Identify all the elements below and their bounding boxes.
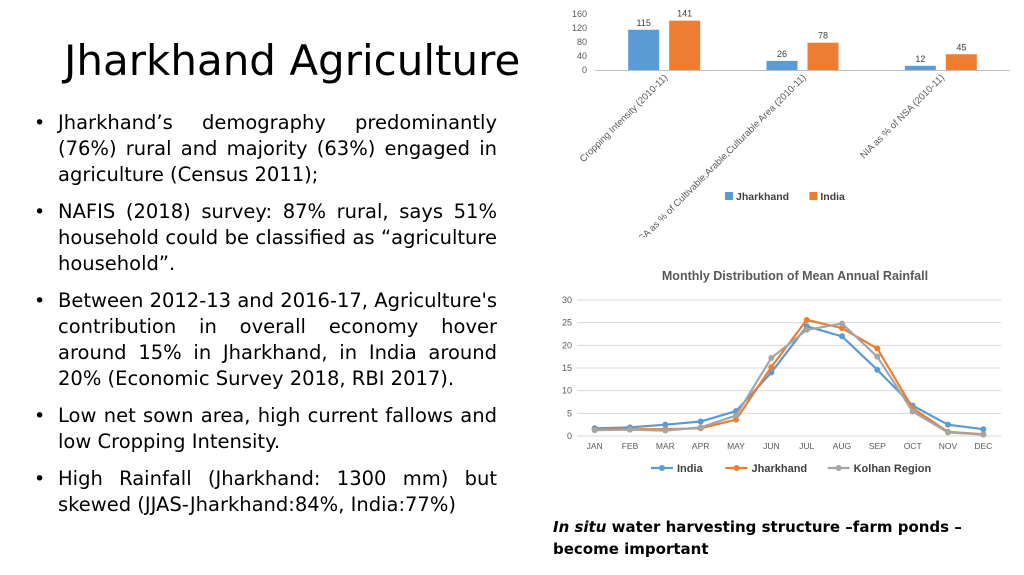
bullet-dot-icon: •	[34, 112, 46, 134]
x-tick-label: FEB	[622, 441, 639, 451]
data-label: 26	[777, 49, 787, 59]
legend-marker	[835, 465, 842, 471]
data-point	[627, 426, 633, 433]
data-label: 78	[818, 31, 828, 41]
data-point	[874, 345, 881, 352]
category-label: NSA as % of Cultivable,Arable,Culturable…	[632, 72, 809, 237]
bullet-item: • NAFIS (2018) survey: 87% rural, says 51…	[34, 199, 497, 277]
data-point	[803, 326, 810, 333]
bar-chart: 0 40 80 120 160 115 141 Cropping Intensity (201…	[572, 9, 1010, 237]
data-label: 45	[956, 42, 966, 52]
y-tick-label: 15	[562, 363, 572, 373]
y-tick-label: 10	[562, 386, 572, 396]
bullet-text: Jharkhand’s demography predominantly (76…	[58, 111, 497, 186]
data-label: 12	[915, 54, 925, 64]
y-tick-label: 80	[577, 37, 587, 47]
y-tick-label: 0	[567, 431, 572, 441]
data-point	[874, 353, 881, 360]
bar	[807, 42, 839, 70]
data-point	[662, 427, 669, 434]
page-title: Jharkhand Agriculture	[64, 36, 521, 85]
data-point	[803, 316, 810, 323]
legend-swatch	[725, 192, 733, 200]
x-tick-label: JAN	[587, 441, 603, 451]
bullet-text: Low net sown area, high current fallows …	[58, 404, 497, 453]
y-tick-label: 120	[572, 23, 587, 33]
legend-label: India	[677, 463, 704, 475]
data-point	[874, 366, 881, 373]
series-line	[594, 322, 984, 436]
y-tick-label: 0	[582, 65, 587, 75]
legend-marker	[733, 465, 740, 471]
data-point	[909, 408, 916, 415]
bullet-text: NAFIS (2018) survey: 87% rural, says 51%…	[58, 200, 497, 275]
bullet-list: • Jharkhand’s demography predominantly (7…	[34, 110, 497, 529]
data-point	[980, 431, 987, 438]
x-tick-label: NOV	[939, 441, 958, 451]
y-tick-label: 160	[572, 9, 587, 19]
x-tick-label: DEC	[974, 441, 992, 451]
data-point	[980, 426, 987, 433]
legend-label: Kolhan Region	[854, 463, 932, 475]
y-tick-label: 30	[562, 295, 572, 305]
x-tick-label: JUL	[799, 441, 814, 451]
y-tick-label: 20	[562, 340, 572, 350]
x-tick-label: JUN	[763, 441, 780, 451]
y-tick-label: 5	[567, 408, 572, 418]
legend-marker	[659, 465, 665, 471]
y-tick-label: 40	[577, 51, 587, 61]
category-label: Cropping Intensity (2010-11)	[578, 72, 670, 164]
bar	[766, 60, 798, 70]
bullet-text: Between 2012-13 and 2016-17, Agriculture…	[58, 289, 497, 390]
data-label: 115	[636, 18, 650, 28]
data-point	[697, 424, 704, 431]
data-point	[697, 418, 704, 425]
x-tick-label: AUG	[833, 441, 851, 451]
data-point	[733, 412, 739, 419]
data-point	[768, 364, 775, 371]
legend-label: Jharkhand	[736, 191, 789, 203]
footnote: In situ water harvesting structure –farm…	[553, 516, 973, 560]
category-label: NIA as % of NSA (2010-11)	[858, 72, 947, 161]
bullet-text: High Rainfall (Jharkhand: 1300 mm) but s…	[58, 467, 497, 516]
legend-label: India	[820, 191, 845, 203]
data-label: 141	[677, 9, 692, 19]
chart-title: Monthly Distribution of Mean Annual Rain…	[662, 269, 928, 283]
bar	[628, 29, 660, 70]
x-tick-label: APR	[692, 441, 709, 451]
series-line	[594, 318, 984, 436]
legend-label: Jharkhand	[752, 463, 808, 475]
data-point	[945, 421, 951, 428]
bullet-item: • Between 2012-13 and 2016-17, Agricultur…	[34, 288, 497, 392]
bullet-dot-icon: •	[34, 468, 46, 490]
y-tick-label: 25	[562, 318, 572, 328]
data-point	[662, 421, 669, 428]
bullet-item: • Low net sown area, high current fallows…	[34, 403, 497, 455]
bullet-item: • Jharkhand’s demography predominantly (7…	[34, 110, 497, 188]
bullet-dot-icon: •	[34, 405, 46, 427]
data-point	[591, 427, 598, 434]
series-line	[594, 325, 984, 431]
bar	[945, 54, 977, 70]
data-point	[945, 429, 951, 436]
x-tick-label: OCT	[904, 441, 922, 451]
bullet-item: • High Rainfall (Jharkhand: 1300 mm) but …	[34, 466, 497, 518]
legend-swatch	[809, 192, 818, 200]
x-tick-label: MAR	[656, 441, 675, 451]
bullet-dot-icon: •	[34, 290, 46, 312]
data-point	[839, 325, 845, 332]
footnote-text: water harvesting structure –farm ponds –…	[553, 518, 962, 558]
footnote-italic: In situ	[553, 518, 607, 536]
data-point	[839, 320, 845, 327]
line-chart: Monthly Distribution of Mean Annual Rain…	[562, 269, 1001, 475]
data-point	[839, 333, 845, 340]
bullet-dot-icon: •	[34, 201, 46, 223]
x-tick-label: MAY	[727, 441, 745, 451]
bar	[669, 20, 701, 70]
x-tick-label: SEP	[869, 441, 886, 451]
data-point	[768, 355, 775, 362]
bar	[904, 65, 936, 70]
